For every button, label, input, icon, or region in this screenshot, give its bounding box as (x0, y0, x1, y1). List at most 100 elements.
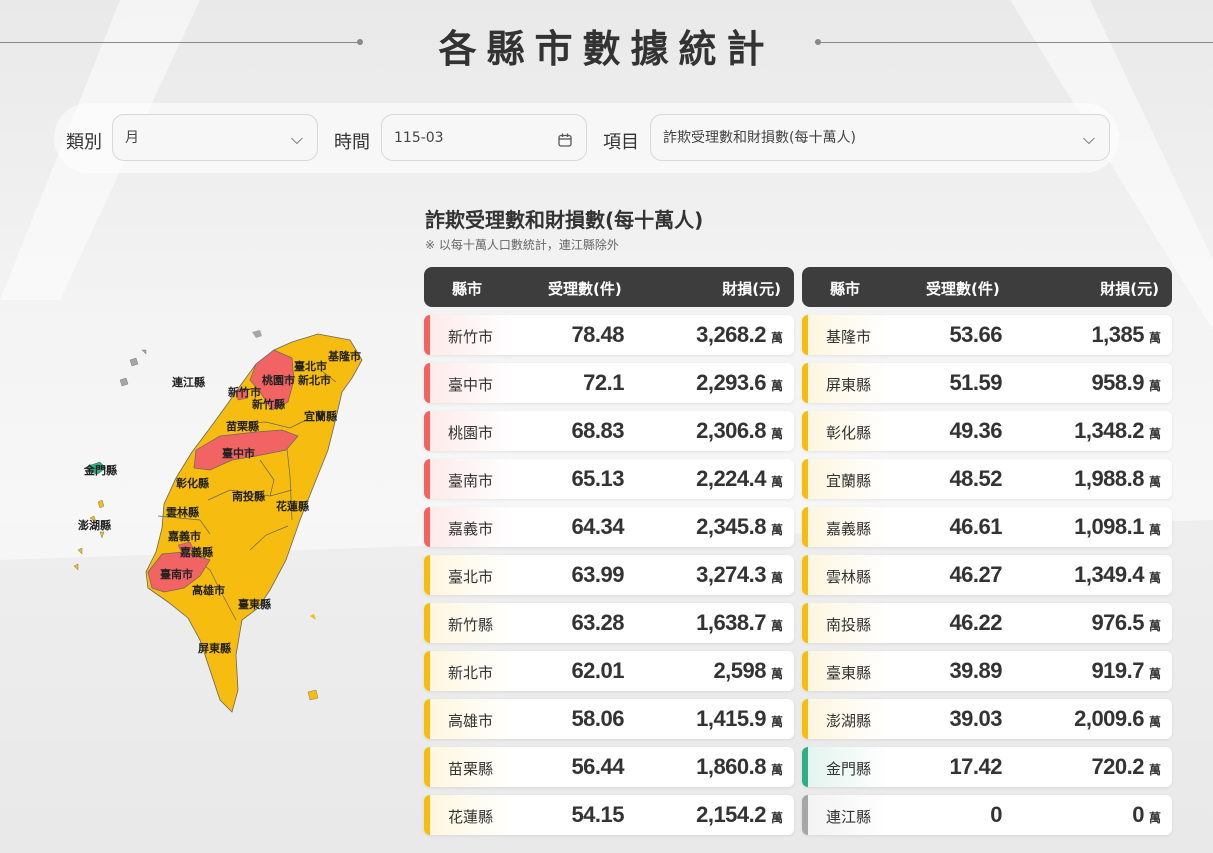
level-glow (808, 795, 888, 835)
right-table-body: 基隆市 53.66 1,385 萬屏東縣 51.59 958.9 萬彰化縣 49.36 1,34… (802, 315, 1172, 835)
map-label-yilan: 宜蘭縣 (304, 409, 337, 423)
loss-unit: 萬 (1148, 331, 1161, 345)
map-label-penghu: 澎湖縣 (78, 518, 111, 532)
table-row: 宜蘭縣 48.52 1,988.8 萬 (802, 459, 1172, 499)
loss-value: 1,098.1 (1074, 514, 1144, 539)
level-glow (430, 315, 510, 355)
loss-value: 919.7 (1091, 658, 1144, 683)
level-bar (802, 555, 808, 595)
county-name: 嘉義縣 (826, 520, 872, 538)
county-name: 屏東縣 (826, 376, 872, 394)
level-glow (808, 651, 888, 691)
loss-value: 1,638.7 (696, 610, 766, 635)
title-right-line (815, 42, 1213, 43)
category-select[interactable]: 月 ⌵ (112, 114, 318, 161)
chevron-down-icon: ⌵ (1082, 129, 1095, 148)
level-glow (808, 315, 888, 355)
county-name: 宜蘭縣 (826, 472, 872, 490)
level-glow (808, 603, 888, 643)
level-glow (430, 459, 510, 499)
loss-unit: 萬 (1148, 571, 1161, 585)
loss-value: 2,154.2 (696, 802, 766, 827)
item-label: 項目 (603, 132, 639, 153)
item-value: 詐欺受理數和財損數(每十萬人) (663, 130, 856, 146)
level-glow (808, 411, 888, 451)
level-bar (802, 795, 808, 835)
map-label-tainan: 臺南市 (160, 567, 193, 581)
loss-value: 1,348.2 (1074, 418, 1144, 443)
loss-unit: 萬 (770, 571, 783, 585)
table-row: 連江縣 0 0 萬 (802, 795, 1172, 835)
table-row: 雲林縣 46.27 1,349.4 萬 (802, 555, 1172, 595)
level-bar (424, 651, 430, 691)
level-bar (424, 699, 430, 739)
level-bar (802, 363, 808, 403)
county-name: 澎湖縣 (826, 712, 872, 730)
map-label-pingtung: 屏東縣 (198, 641, 231, 655)
cases-value: 17.42 (949, 754, 1002, 779)
cases-value: 54.15 (571, 802, 624, 827)
level-glow (808, 555, 888, 595)
section-title: 詐欺受理數和財損數(每十萬人) (425, 208, 704, 232)
level-glow (808, 459, 888, 499)
loss-unit: 萬 (770, 475, 783, 489)
cases-value: 63.99 (571, 562, 624, 587)
level-bar (424, 459, 430, 499)
title-left-line (0, 42, 360, 43)
level-glow (430, 651, 510, 691)
county-name: 臺北市 (448, 568, 494, 586)
header-cases: 受理數(件) (926, 280, 1000, 298)
table-row: 苗栗縣 56.44 1,860.8 萬 (424, 747, 794, 787)
loss-unit: 萬 (1148, 715, 1161, 729)
item-select[interactable]: 詐欺受理數和財損數(每十萬人) ⌵ (650, 114, 1110, 161)
table-row: 新竹市 78.48 3,268.2 萬 (424, 315, 794, 355)
loss-value: 3,268.2 (696, 322, 766, 347)
level-glow (808, 699, 888, 739)
level-glow (430, 795, 510, 835)
table-row: 高雄市 58.06 1,415.9 萬 (424, 699, 794, 739)
level-bar (424, 747, 430, 787)
calendar-icon (558, 115, 572, 162)
loss-unit: 萬 (1148, 619, 1161, 633)
county-name: 苗栗縣 (448, 760, 494, 778)
level-bar (802, 459, 808, 499)
table-row: 臺中市 72.1 2,293.6 萬 (424, 363, 794, 403)
loss-unit: 萬 (770, 331, 783, 345)
level-bar (802, 507, 808, 547)
table-row: 基隆市 53.66 1,385 萬 (802, 315, 1172, 355)
county-name: 臺南市 (448, 472, 494, 490)
loss-unit: 萬 (1148, 427, 1161, 441)
left-table-body: 新竹市 78.48 3,268.2 萬臺中市 72.1 2,293.6 萬桃園市 68.83 2… (424, 315, 794, 835)
table-header: 縣市 受理數(件) 財損(元) (424, 267, 794, 307)
cases-value: 0 (990, 802, 1002, 827)
map-label-chiayi-county: 嘉義縣 (179, 545, 213, 559)
cases-value: 64.34 (571, 514, 624, 539)
loss-value: 720.2 (1091, 754, 1144, 779)
chevron-down-icon: ⌵ (290, 129, 303, 148)
level-glow (430, 699, 510, 739)
map-tainan (147, 551, 211, 593)
map-label-yunlin: 雲林縣 (166, 505, 199, 519)
loss-unit: 萬 (770, 619, 783, 633)
level-bar (802, 315, 808, 355)
level-glow (430, 411, 510, 451)
header-county: 縣市 (452, 280, 483, 298)
map-label-keelung: 基隆市 (327, 349, 361, 363)
loss-value: 2,009.6 (1074, 706, 1144, 731)
county-name: 臺中市 (448, 376, 494, 394)
table-row: 臺南市 65.13 2,224.4 萬 (424, 459, 794, 499)
header-loss: 財損(元) (722, 280, 781, 298)
map-label-nantou: 南投縣 (232, 489, 265, 503)
level-glow (430, 555, 510, 595)
page-header: 各縣市數據統計 (0, 14, 1213, 71)
loss-value: 2,224.4 (696, 466, 766, 491)
table-row: 嘉義縣 46.61 1,098.1 萬 (802, 507, 1172, 547)
loss-unit: 萬 (1148, 667, 1161, 681)
cases-value: 78.48 (571, 322, 624, 347)
time-value: 115-03 (394, 130, 444, 146)
county-name: 彰化縣 (826, 424, 872, 442)
time-label: 時間 (334, 132, 370, 153)
right-table: 縣市 受理數(件) 財損(元) 基隆市 53.66 1,385 萬屏東縣 51.59 95… (802, 267, 1172, 835)
time-date-picker[interactable]: 115-03 (381, 114, 587, 161)
loss-value: 958.9 (1091, 370, 1144, 395)
